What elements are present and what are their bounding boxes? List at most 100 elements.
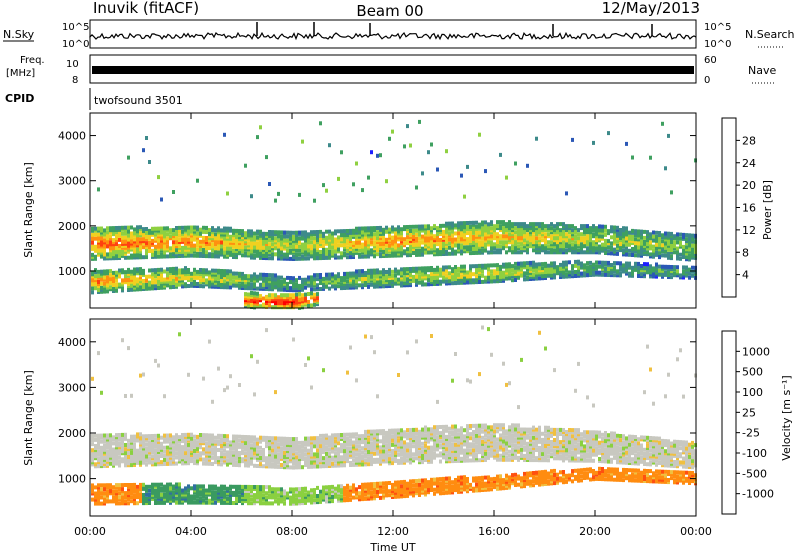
heat-cell [391, 225, 394, 230]
heat-cell [580, 242, 583, 247]
heat-cell [115, 278, 118, 283]
heat-cell [148, 160, 151, 164]
heat-cell [148, 488, 151, 493]
heat-cell [271, 273, 274, 278]
heat-cell [499, 264, 502, 269]
heat-cell [334, 274, 337, 279]
colorbar-tick-label: 8 [742, 246, 749, 259]
heat-cell [160, 454, 163, 458]
heat-cell [202, 457, 205, 462]
heat-cell [292, 255, 295, 259]
heat-cell [472, 272, 475, 277]
heat-cell [259, 233, 262, 238]
heat-cell [481, 220, 484, 225]
heat-cell [619, 240, 622, 245]
heat-cell [559, 248, 562, 253]
heat-cell [187, 237, 190, 242]
heat-cell [427, 282, 430, 287]
heat-cell [478, 276, 481, 280]
heat-cell [328, 286, 331, 291]
heat-cell [145, 497, 148, 501]
heat-cell [445, 269, 448, 274]
heat-cell [115, 489, 118, 494]
heat-cell [472, 234, 475, 239]
heat-cell [256, 286, 259, 291]
heat-cell [457, 272, 460, 277]
heat-cell [115, 453, 118, 458]
heat-cell [382, 227, 385, 232]
heat-cell [181, 439, 184, 444]
heat-cell [91, 252, 94, 257]
heat-cell [586, 261, 589, 266]
heat-cell [154, 498, 157, 503]
heat-cell [253, 231, 256, 236]
heat-cell [223, 448, 226, 453]
heat-cell [607, 239, 610, 244]
heat-cell [538, 270, 541, 275]
heat-cell [172, 435, 175, 440]
heat-cell [217, 456, 220, 461]
heat-cell [415, 242, 418, 247]
heat-cell [151, 248, 154, 253]
heat-cell [169, 486, 172, 491]
heat-cell [421, 228, 424, 233]
heat-cell [652, 244, 655, 249]
heat-cell [265, 234, 268, 238]
heat-cell [223, 460, 226, 465]
heat-cell [316, 254, 319, 259]
heat-cell [136, 432, 139, 437]
heat-cell [148, 234, 151, 239]
heat-cell [187, 225, 190, 230]
heat-cell [205, 435, 208, 440]
heat-cell [145, 492, 148, 497]
heat-cell [94, 274, 97, 279]
heat-cell [670, 234, 673, 238]
heat-cell [268, 293, 271, 298]
heat-cell [334, 249, 337, 254]
heat-cell [256, 229, 259, 234]
heat-cell [445, 149, 448, 154]
heat-cell [370, 240, 373, 245]
date-title: 12/May/2013 [602, 0, 700, 17]
heat-cell [322, 276, 325, 281]
heat-cell [490, 242, 493, 247]
heat-cell [112, 485, 115, 490]
heat-cell [208, 272, 211, 277]
heat-cell [640, 229, 643, 234]
heat-cell [121, 338, 124, 343]
heat-cell [601, 242, 604, 247]
heat-cell [145, 231, 148, 235]
heat-cell [271, 277, 274, 282]
heat-cell [94, 433, 97, 438]
heat-cell [625, 141, 628, 146]
heat-cell [595, 260, 598, 265]
heat-cell [247, 451, 250, 456]
heat-cell [241, 229, 244, 234]
heat-cell [94, 497, 97, 502]
ytick-label: 3000 [58, 175, 86, 188]
heat-cell [550, 240, 553, 245]
heat-cell [646, 244, 649, 249]
heat-cell [172, 490, 175, 495]
heat-cell [232, 484, 235, 489]
heat-cell [427, 224, 430, 229]
heat-cell [175, 276, 178, 281]
heat-cell [658, 231, 661, 235]
heat-cell [598, 264, 601, 269]
heat-cell [514, 269, 517, 274]
heat-cell [637, 241, 640, 246]
heat-cell [676, 269, 679, 274]
heat-cell [94, 491, 97, 496]
heat-cell [214, 439, 217, 444]
heat-cell [211, 455, 214, 460]
heat-cell [298, 244, 301, 249]
heat-cell [223, 484, 226, 489]
heat-cell [190, 235, 193, 240]
heat-cell [229, 501, 232, 505]
heat-cell [544, 232, 547, 237]
heat-cell [172, 232, 175, 237]
heat-cell [532, 234, 535, 239]
heat-cell [598, 244, 601, 249]
heat-cell [655, 230, 658, 235]
heat-cell [454, 231, 457, 236]
